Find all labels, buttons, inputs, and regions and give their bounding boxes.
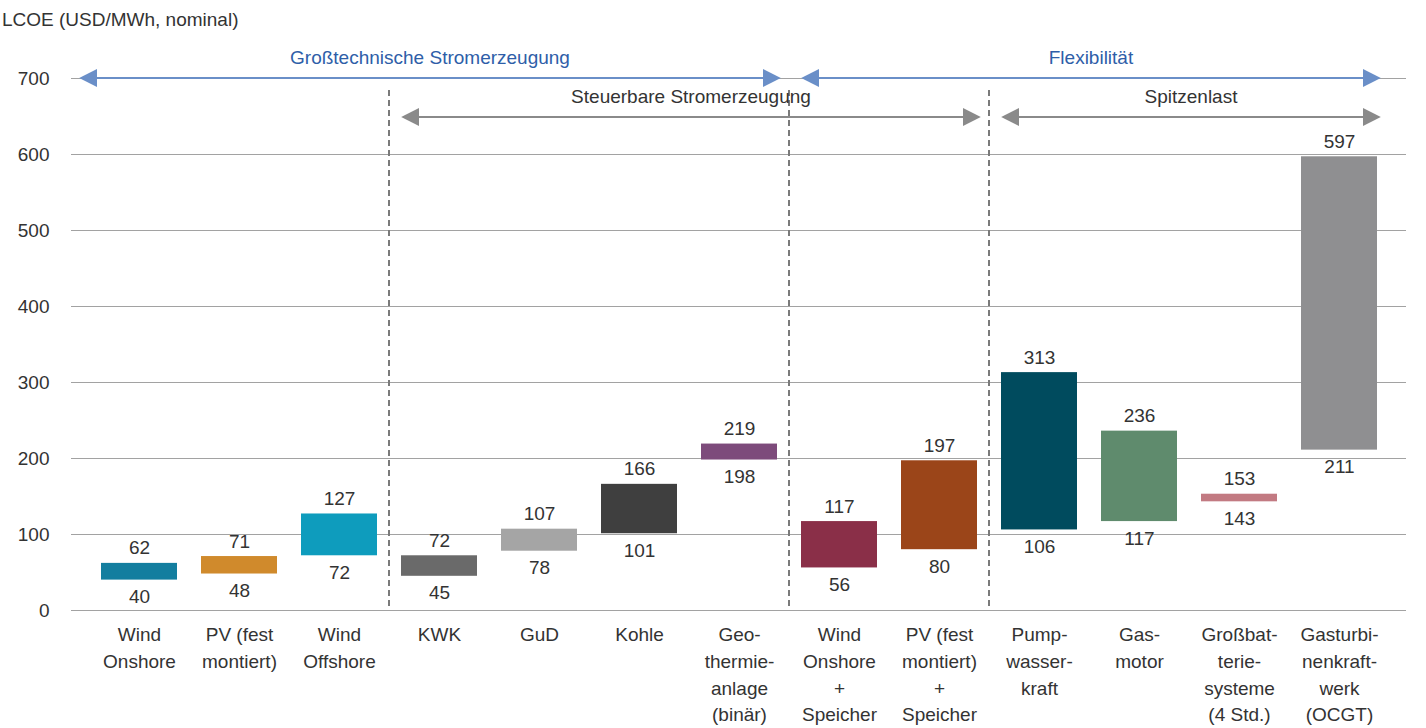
svg-text:78: 78 xyxy=(529,557,550,578)
svg-text:107: 107 xyxy=(524,503,556,524)
svg-text:56: 56 xyxy=(829,574,850,595)
svg-text:GuD: GuD xyxy=(520,624,559,645)
svg-text:PV (festmontiert): PV (festmontiert) xyxy=(202,624,277,672)
svg-text:153: 153 xyxy=(1224,468,1256,489)
svg-text:Gas-motor: Gas-motor xyxy=(1115,624,1164,672)
svg-text:143: 143 xyxy=(1224,508,1256,529)
svg-text:500: 500 xyxy=(18,220,50,241)
svg-text:WindOnshore+Speicher: WindOnshore+Speicher xyxy=(802,624,878,725)
svg-text:197: 197 xyxy=(924,435,956,456)
svg-text:117: 117 xyxy=(1124,528,1154,549)
svg-text:101: 101 xyxy=(624,540,656,561)
svg-text:Kohle: Kohle xyxy=(615,624,664,645)
svg-text:62: 62 xyxy=(129,537,150,558)
svg-text:48: 48 xyxy=(229,580,250,601)
svg-text:597: 597 xyxy=(1324,131,1356,152)
svg-text:Steuerbare Stromerzeugung: Steuerbare Stromerzeugung xyxy=(571,86,811,107)
svg-text:40: 40 xyxy=(129,586,150,607)
svg-text:200: 200 xyxy=(18,448,50,469)
svg-text:211: 211 xyxy=(1324,456,1354,477)
svg-text:Gasturbi-nenkraft-werk(OCGT): Gasturbi-nenkraft-werk(OCGT) xyxy=(1300,624,1378,725)
svg-text:117: 117 xyxy=(824,496,854,517)
svg-text:Großbat-terie-systeme(4 Std.): Großbat-terie-systeme(4 Std.) xyxy=(1201,624,1277,725)
svg-text:WindOffshore: WindOffshore xyxy=(303,624,376,672)
svg-text:219: 219 xyxy=(724,418,756,439)
svg-text:127: 127 xyxy=(324,488,356,509)
svg-text:236: 236 xyxy=(1124,405,1156,426)
svg-text:700: 700 xyxy=(18,68,50,89)
svg-text:100: 100 xyxy=(18,524,50,545)
svg-text:WindOnshore: WindOnshore xyxy=(103,624,176,672)
svg-text:80: 80 xyxy=(929,556,950,577)
svg-text:PV (festmontiert)+Speicher: PV (festmontiert)+Speicher xyxy=(902,624,978,725)
svg-text:45: 45 xyxy=(429,582,450,603)
svg-text:Geo-thermie-anlage(binär): Geo-thermie-anlage(binär) xyxy=(705,624,775,725)
svg-text:166: 166 xyxy=(624,458,656,479)
svg-text:313: 313 xyxy=(1024,347,1056,368)
svg-text:400: 400 xyxy=(18,296,50,317)
svg-text:600: 600 xyxy=(18,144,50,165)
svg-text:72: 72 xyxy=(329,562,350,583)
svg-text:LCOE (USD/MWh, nominal): LCOE (USD/MWh, nominal) xyxy=(2,9,239,30)
svg-text:72: 72 xyxy=(429,530,450,551)
svg-text:Spitzenlast: Spitzenlast xyxy=(1145,86,1239,107)
svg-text:Flexibilität: Flexibilität xyxy=(1049,47,1134,68)
svg-text:198: 198 xyxy=(724,466,756,487)
svg-text:KWK: KWK xyxy=(418,624,462,645)
svg-text:300: 300 xyxy=(18,372,50,393)
svg-text:Großtechnische Stromerzeugung: Großtechnische Stromerzeugung xyxy=(290,47,570,68)
svg-text:0: 0 xyxy=(39,600,50,621)
svg-text:71: 71 xyxy=(229,531,250,552)
svg-text:106: 106 xyxy=(1024,536,1056,557)
svg-text:Pump-wasser-kraft: Pump-wasser-kraft xyxy=(1005,624,1073,698)
